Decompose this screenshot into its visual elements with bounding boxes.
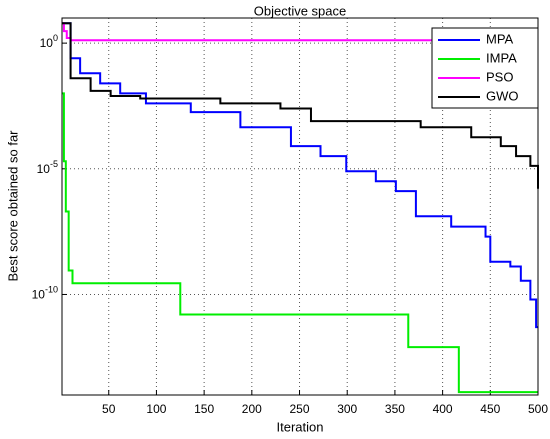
- series-line: [62, 22, 538, 329]
- x-tick-label: 450: [480, 402, 500, 416]
- legend-label: PSO: [486, 69, 513, 84]
- tick-exponent: -10: [45, 284, 58, 294]
- tick-exponent: -5: [50, 159, 58, 169]
- legend-label: IMPA: [486, 50, 517, 65]
- tick-base: 10: [37, 162, 51, 176]
- y-axis-label: Best score obtained so far: [5, 130, 20, 282]
- x-tick-label: 250: [290, 402, 310, 416]
- legend-label: MPA: [486, 31, 514, 46]
- y-tick-label: 100: [40, 33, 58, 50]
- x-tick-label: 50: [102, 402, 116, 416]
- x-tick-label: 500: [528, 402, 548, 416]
- tick-exponent: 0: [53, 33, 58, 43]
- chart-title: Objective space: [254, 3, 347, 18]
- tick-base: 10: [32, 287, 46, 301]
- legend-box: [431, 27, 539, 109]
- x-tick-label: 350: [385, 402, 405, 416]
- plot-frame: [61, 17, 539, 396]
- series-line: [62, 92, 538, 394]
- y-tick-label: 10-5: [37, 159, 58, 176]
- x-tick-label: 100: [146, 402, 166, 416]
- x-tick-label: 300: [337, 402, 357, 416]
- y-tick-label: 10-10: [32, 284, 58, 301]
- x-axis-label: Iteration: [277, 419, 324, 434]
- x-tick-label: 400: [433, 402, 453, 416]
- series-line: [62, 22, 539, 189]
- x-tick-label: 200: [242, 402, 262, 416]
- x-tick-label: 150: [194, 402, 214, 416]
- legend-label: GWO: [486, 88, 519, 103]
- tick-base: 10: [40, 36, 54, 50]
